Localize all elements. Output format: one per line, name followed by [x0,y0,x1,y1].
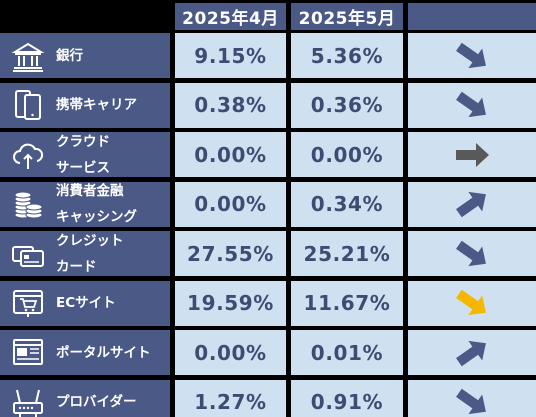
shopping-cart-icon [0,281,56,326]
value-may: 25.21% [291,231,403,276]
column-header-may: 2025年5月 [291,3,403,30]
value-april: 9.15% [175,33,286,78]
row-label-text: クレジット カード [56,232,124,275]
column-header-trend [408,3,536,30]
column-header-april: 2025年4月 [175,3,286,30]
cloud-icon [0,132,56,177]
value-may: 11.67% [291,280,403,326]
row-label-8: プロバイダー [0,379,170,417]
row-label-2: 携帯キャリア [0,82,170,128]
credit-card-icon [0,231,56,276]
row-label-text: ポータルサイト [56,344,151,361]
row-label-7: ポータルサイト [0,330,170,375]
arrow-right-icon [456,142,489,167]
bank-icon [0,33,56,78]
value-april: 0.00% [175,181,286,227]
value-april: 27.55% [175,231,286,276]
trend-cell [408,280,536,326]
trend-cell [408,132,536,177]
arrow-down-right-icon [456,289,486,316]
value-may: 0.00% [291,132,403,177]
arrow-up-right-icon [456,191,486,218]
row-label-6: ECサイト [0,280,170,326]
value-april: 0.38% [175,82,286,128]
arrow-down-right-icon [456,388,486,415]
value-may: 0.91% [291,379,403,417]
router-icon [0,380,56,417]
row-label-4: 消費者金融 キャッシング [0,181,170,227]
row-label-text: プロバイダー [56,394,137,410]
arrow-up-right-icon [456,340,486,366]
row-label-3: クラウド サービス [0,132,170,177]
smartphone-icon [0,83,56,128]
arrow-down-right-icon [456,240,486,266]
row-label-text: 消費者金融 キャッシング [56,183,137,225]
trend-cell [408,231,536,276]
row-label-text: 携帯キャリア [56,97,137,113]
trend-cell [408,330,536,375]
coins-icon [0,182,56,227]
value-may: 0.34% [291,181,403,227]
row-label-text: クラウド サービス [56,133,110,176]
trend-cell [408,379,536,417]
value-may: 5.36% [291,33,403,78]
trend-cell [408,82,536,128]
row-label-5: クレジット カード [0,231,170,276]
value-april: 19.59% [175,280,286,326]
value-april: 1.27% [175,379,286,417]
arrow-down-right-icon [456,91,486,118]
trend-cell [408,181,536,227]
row-label-text: ECサイト [56,295,116,311]
value-may: 0.01% [291,330,403,375]
web-page-icon [0,330,56,375]
row-label-text: 銀行 [56,47,83,64]
row-label-1: 銀行 [0,33,170,78]
arrow-down-right-icon [456,42,486,68]
value-april: 0.00% [175,132,286,177]
trend-cell [408,33,536,78]
value-april: 0.00% [175,330,286,375]
value-may: 0.36% [291,82,403,128]
